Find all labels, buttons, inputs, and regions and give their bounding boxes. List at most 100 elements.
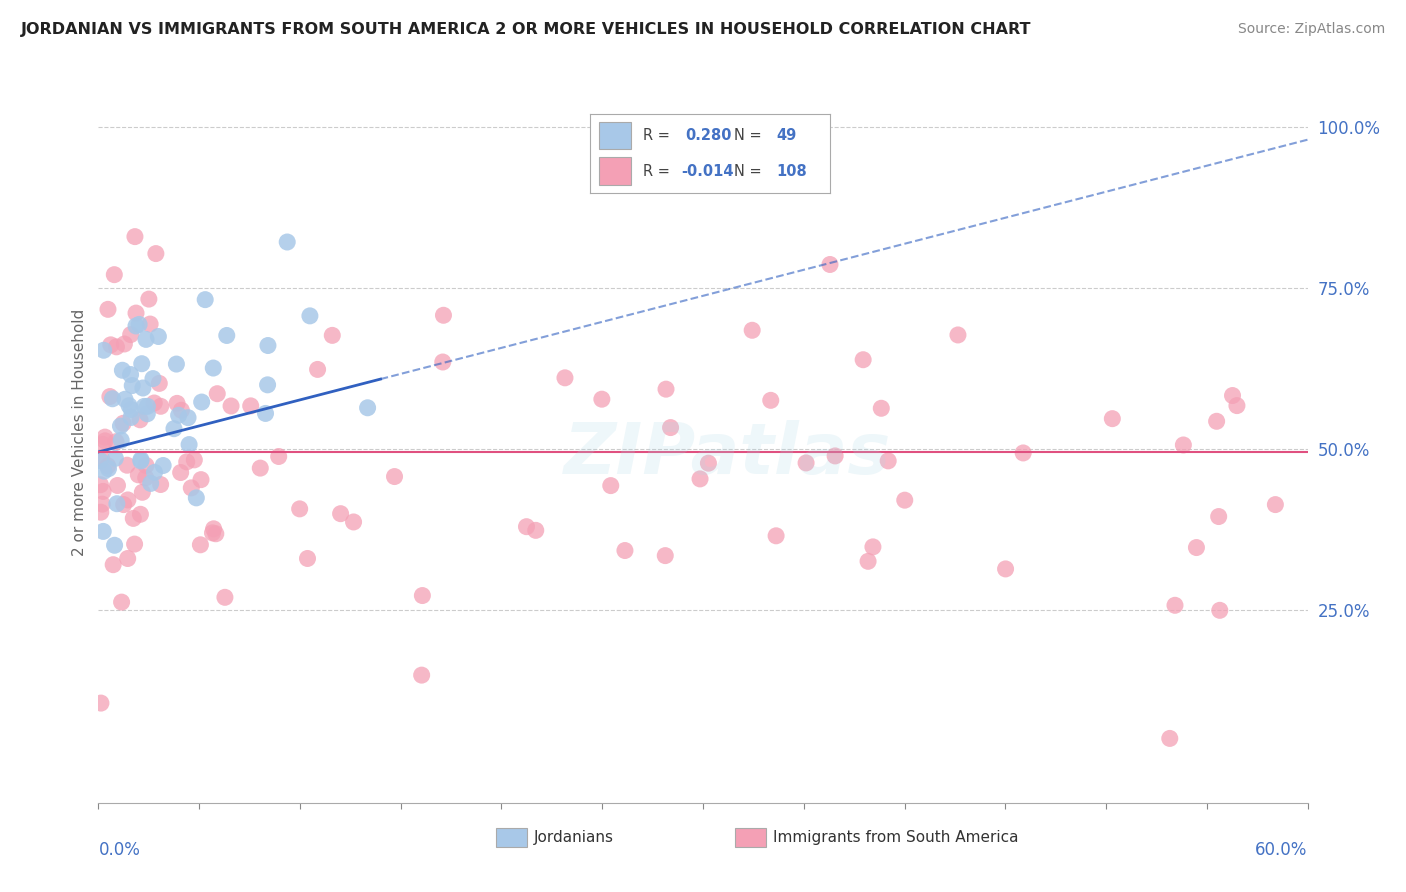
Point (105, 497, 128, 511)
Point (599, 478, 621, 492)
Point (288, 501, 311, 516)
Point (759, 393, 782, 408)
Point (1012, 446, 1035, 460)
Point (129, 452, 152, 467)
Text: N =: N = (734, 163, 761, 178)
Point (129, 454, 152, 468)
Point (139, 476, 162, 491)
Point (515, 519, 537, 533)
Point (97, 458, 120, 473)
Point (432, 355, 454, 369)
Point (93, 464, 115, 478)
Point (655, 382, 678, 396)
Point (1264, 498, 1286, 512)
Point (139, 317, 162, 331)
Text: R =: R = (643, 128, 669, 143)
Point (135, 332, 157, 346)
Point (128, 318, 150, 332)
Point (110, 433, 132, 447)
Point (411, 668, 433, 682)
Point (111, 363, 134, 377)
Point (91, 524, 114, 539)
Point (90, 451, 112, 466)
Point (1226, 399, 1249, 413)
Point (1159, 731, 1181, 746)
Y-axis label: 2 or more Vehicles in Household: 2 or more Vehicles in Household (72, 309, 87, 557)
Point (307, 362, 329, 376)
Point (107, 478, 129, 492)
Point (219, 399, 242, 413)
Point (201, 525, 224, 540)
Text: JORDANIAN VS IMMIGRANTS FROM SOUTH AMERICA 2 OR MORE VEHICLES IN HOUSEHOLD CORRE: JORDANIAN VS IMMIGRANTS FROM SOUTH AMERI… (21, 22, 1032, 37)
Point (115, 458, 138, 473)
Point (127, 467, 149, 482)
Point (90, 505, 112, 519)
Point (659, 420, 682, 434)
Point (125, 306, 148, 320)
Point (91, 437, 114, 451)
Point (870, 401, 893, 416)
Point (741, 323, 763, 337)
Point (135, 471, 157, 485)
Point (177, 410, 200, 425)
Point (697, 456, 720, 470)
Point (120, 410, 142, 425)
Bar (599, 122, 630, 150)
Bar (599, 157, 630, 185)
Point (114, 392, 136, 407)
Point (257, 338, 280, 352)
Point (946, 328, 969, 343)
Point (190, 395, 212, 409)
Point (856, 554, 879, 568)
Point (110, 419, 132, 434)
Point (149, 399, 172, 413)
Point (249, 461, 271, 475)
Point (994, 562, 1017, 576)
Point (384, 469, 406, 483)
Point (180, 481, 202, 495)
Point (190, 473, 212, 487)
Point (142, 371, 165, 385)
Point (818, 258, 841, 272)
Point (239, 399, 262, 413)
Point (165, 357, 187, 371)
Point (148, 329, 170, 343)
Point (152, 458, 174, 473)
Point (256, 377, 278, 392)
Point (91, 497, 114, 511)
Point (613, 543, 636, 558)
Point (1185, 541, 1208, 555)
Point (167, 409, 190, 423)
Point (89, 477, 111, 491)
Point (131, 485, 153, 500)
Point (689, 472, 711, 486)
Point (591, 392, 613, 407)
Point (524, 524, 547, 538)
Point (824, 449, 846, 463)
Point (432, 308, 454, 322)
Text: 0.280: 0.280 (686, 128, 733, 143)
Point (207, 386, 229, 401)
Point (101, 558, 124, 572)
Point (183, 453, 205, 467)
Point (112, 417, 135, 431)
Point (1164, 599, 1187, 613)
Point (120, 402, 142, 417)
Point (93, 343, 115, 358)
Point (194, 293, 217, 307)
Point (254, 406, 277, 420)
Point (276, 235, 298, 249)
Text: Jordanians: Jordanians (533, 830, 613, 845)
Point (176, 455, 198, 469)
Point (342, 515, 364, 529)
Point (89, 453, 111, 467)
Point (94, 434, 117, 448)
Point (112, 337, 135, 351)
Point (169, 466, 191, 480)
Point (103, 268, 125, 282)
Text: R =: R = (643, 163, 669, 178)
Point (1101, 411, 1123, 425)
Point (136, 400, 159, 414)
Point (104, 451, 127, 466)
Point (104, 434, 127, 449)
